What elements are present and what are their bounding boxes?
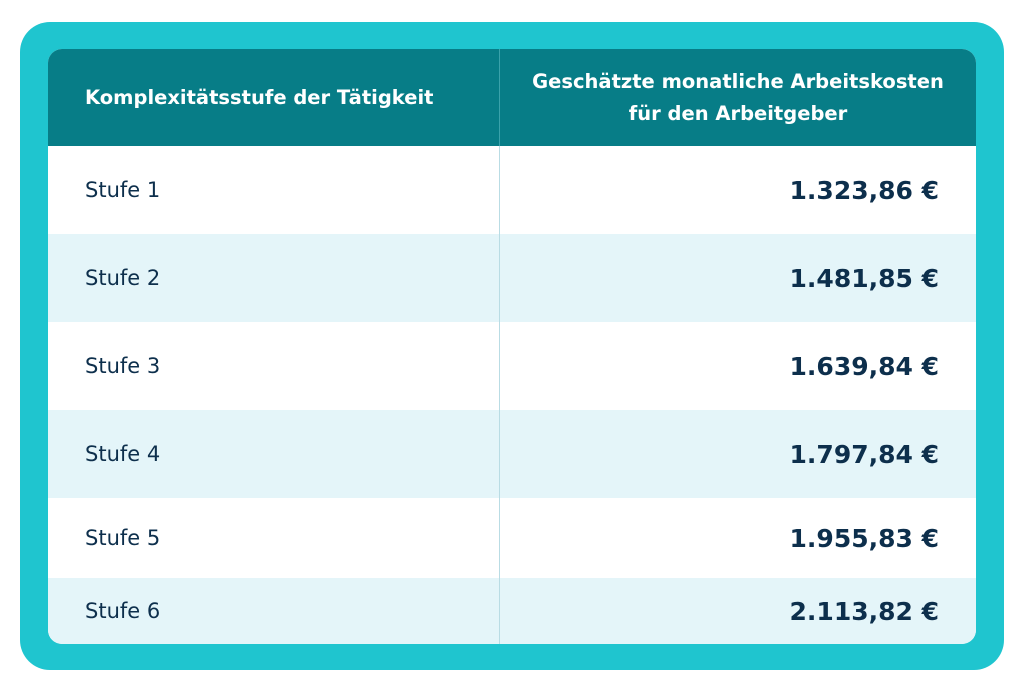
level-cell: Stufe 3: [85, 354, 161, 378]
level-cell: Stufe 4: [85, 442, 161, 466]
cost-table: Komplexitätsstufe der Tätigkeit Geschätz…: [48, 49, 976, 644]
level-cell: Stufe 1: [85, 178, 161, 202]
table-row: Stufe 6 2.113,82 €: [48, 578, 976, 644]
level-cell: Stufe 6: [85, 599, 161, 623]
level-cell: Stufe 2: [85, 266, 161, 290]
header-monthly-cost-line1: Geschätzte monatliche Arbeitskosten: [532, 69, 944, 93]
header-complexity-level: Komplexitätsstufe der Tätigkeit: [85, 86, 434, 109]
table-row: Stufe 5 1.955,83 €: [48, 498, 976, 578]
table-row: Stufe 2 1.481,85 €: [48, 234, 976, 322]
header-divider: [499, 49, 500, 146]
cost-cell: 1.481,85 €: [789, 263, 939, 293]
header-monthly-cost-line2: für den Arbeitgeber: [628, 101, 848, 125]
cost-cell: 1.797,84 €: [789, 439, 939, 469]
table-frame: Komplexitätsstufe der Tätigkeit Geschätz…: [20, 22, 1004, 670]
header-monthly-cost: Geschätzte monatliche Arbeitskosten für …: [500, 49, 976, 146]
table-header: Komplexitätsstufe der Tätigkeit Geschätz…: [48, 49, 976, 146]
cost-cell: 1.639,84 €: [789, 351, 939, 381]
cost-cell: 2.113,82 €: [789, 596, 939, 626]
cost-cell: 1.955,83 €: [789, 523, 939, 553]
cost-cell: 1.323,86 €: [789, 175, 939, 205]
table-row: Stufe 4 1.797,84 €: [48, 410, 976, 498]
column-divider: [499, 146, 500, 644]
level-cell: Stufe 5: [85, 526, 161, 550]
table-row: Stufe 1 1.323,86 €: [48, 146, 976, 234]
table-row: Stufe 3 1.639,84 €: [48, 322, 976, 410]
